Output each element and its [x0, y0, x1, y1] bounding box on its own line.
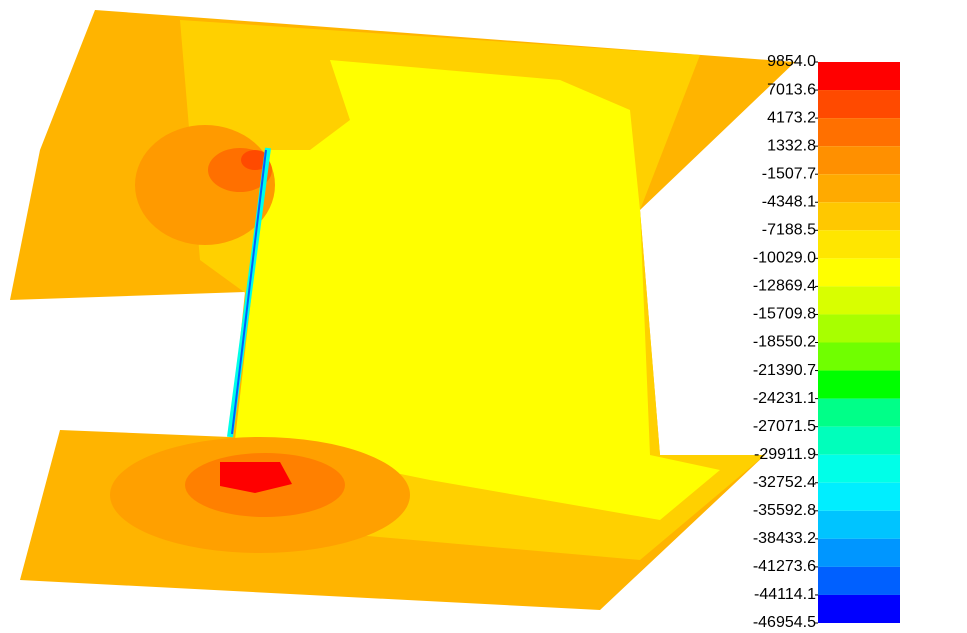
color-band	[818, 538, 900, 567]
colorbar-label: -27071.5	[753, 418, 816, 435]
colorbar-label: -29911.9	[754, 446, 816, 463]
surface-core	[235, 60, 720, 520]
color-band	[818, 230, 900, 259]
colorbar-label: -18550.2	[753, 334, 816, 351]
colorbar-label: 7013.6	[767, 81, 816, 98]
color-band	[818, 398, 900, 427]
color-band	[818, 370, 900, 399]
peak-zone	[241, 150, 269, 170]
surface-field	[10, 10, 795, 610]
colorbar-label: -46954.5	[753, 614, 816, 631]
peak-zone	[220, 462, 292, 493]
color-band	[818, 202, 900, 231]
color-band	[818, 146, 900, 175]
color-band	[818, 426, 900, 455]
colorbar-label: -10029.0	[753, 250, 816, 267]
colorbar-label: -41273.6	[753, 558, 816, 575]
color-band	[818, 314, 900, 343]
colorbar-label: 1332.8	[767, 137, 816, 154]
color-band	[818, 566, 900, 595]
colorbar-label: -38433.2	[753, 530, 816, 547]
colorbar-label: -35592.8	[753, 502, 816, 519]
color-band	[818, 510, 900, 539]
color-band	[818, 258, 900, 287]
color-band	[818, 62, 900, 91]
colorbar: 9854.0 7013.6 4173.2 1332.8 -1507.7 -4348.1 -7…	[753, 53, 900, 631]
color-band	[818, 342, 900, 371]
color-band	[818, 454, 900, 483]
colorbar-label: -1507.7	[762, 165, 816, 182]
blade-edge	[231, 149, 267, 435]
colorbar-label: -21390.7	[753, 362, 816, 379]
colorbar-label: 4173.2	[767, 109, 816, 126]
colorbar-label: -12869.4	[753, 278, 816, 295]
colorbar-label: -15709.8	[753, 306, 816, 323]
colorbar-label: -4348.1	[762, 193, 816, 210]
colorbar-label: -44114.1	[754, 586, 816, 603]
colorbar-label: -24231.1	[753, 390, 816, 407]
color-band	[818, 482, 900, 511]
color-band	[818, 118, 900, 147]
colorbar-label: 9854.0	[767, 53, 816, 70]
color-band	[818, 90, 900, 119]
colorbar-label: -7188.5	[762, 222, 816, 239]
colorbar-label: -32752.4	[753, 474, 816, 491]
color-band	[818, 594, 900, 623]
color-band	[818, 174, 900, 203]
color-band	[818, 286, 900, 315]
